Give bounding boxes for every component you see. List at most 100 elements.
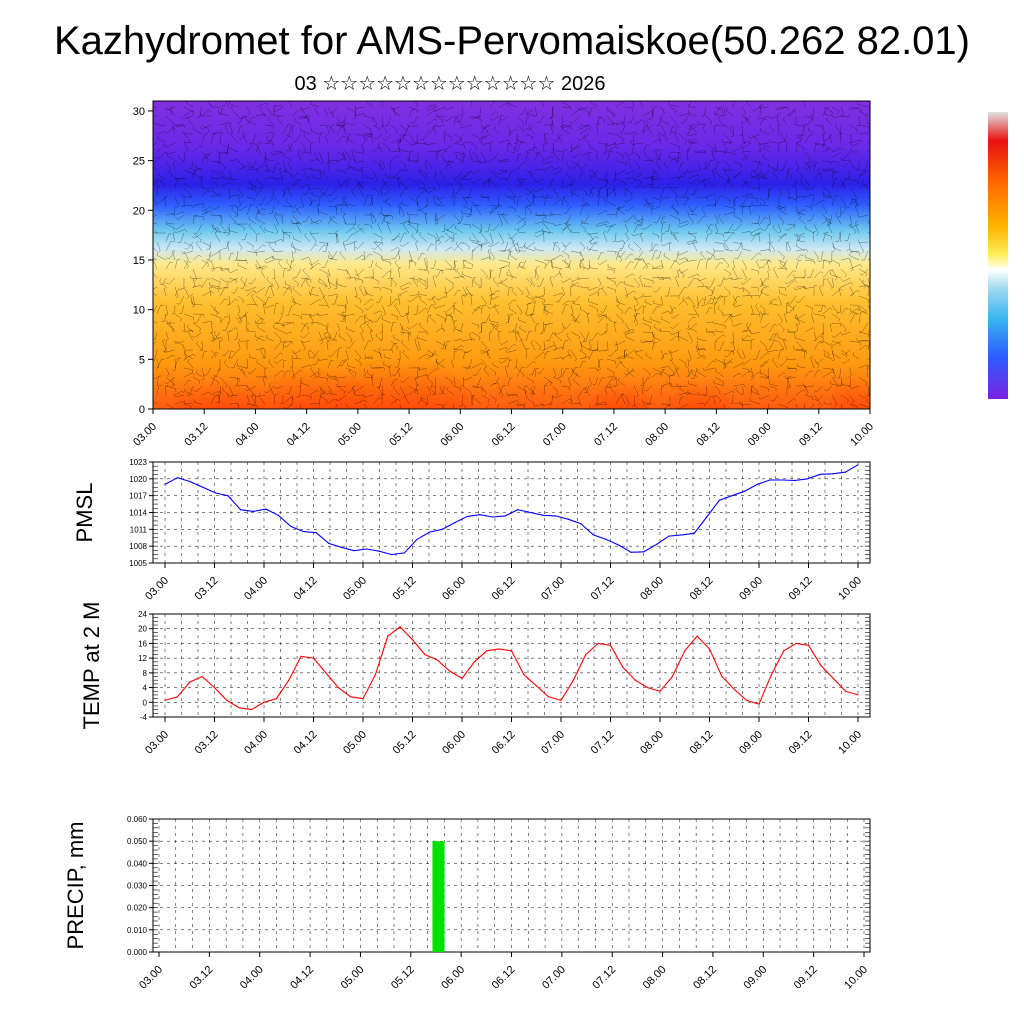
data-point: [366, 548, 368, 550]
x-tick-label: 08.12: [695, 421, 723, 449]
warm-core: [175, 379, 265, 409]
data-point: [479, 514, 481, 516]
data-point: [572, 679, 574, 681]
x-tick-label: 05.12: [387, 421, 415, 449]
precipitation-panel: 0.000 0.010 0.020 0.030 0.040 0.050 0.060 03.00…: [63, 815, 871, 992]
data-point: [807, 644, 810, 646]
x-tick-label: 07.12: [589, 575, 617, 603]
data-point: [350, 696, 352, 698]
data-point: [567, 518, 569, 520]
data-point: [164, 483, 166, 486]
data-point: [523, 674, 525, 676]
page-title: Kazhydromet for AMS-Pervomaiskoe(50.262 …: [54, 19, 970, 63]
data-point: [227, 495, 229, 497]
data-point: [416, 538, 418, 541]
x-tick-label: 07.00: [540, 964, 568, 992]
data-point: [411, 639, 414, 641]
x-tick-label: 08.12: [688, 729, 716, 757]
y-tick-label: 1017: [129, 492, 147, 501]
x-tick-label: 03.00: [143, 729, 171, 757]
data-point: [252, 510, 254, 512]
x-tick-label: 04.12: [292, 729, 320, 757]
y-tick-label: 0.060: [127, 815, 148, 824]
x-tick-label: 05.00: [341, 729, 369, 757]
y-axis-label: PMSL: [72, 483, 97, 543]
data-point: [758, 703, 760, 705]
data-point: [429, 531, 431, 533]
x-tick-label: 09.12: [787, 729, 815, 757]
data-point: [783, 650, 785, 652]
y-tick-label: 0.010: [127, 926, 148, 935]
y-tick-label: 0.000: [127, 948, 148, 957]
data-point: [240, 509, 242, 511]
x-tick-label: 05.00: [336, 421, 364, 449]
x-tick-label: 05.12: [391, 575, 419, 603]
data-point: [498, 648, 500, 650]
data-point: [643, 551, 645, 553]
x-tick-label: 08.00: [638, 729, 666, 757]
data-point: [362, 698, 364, 700]
data-point: [832, 473, 834, 475]
x-tick-label: 05.00: [339, 964, 367, 992]
data-point: [473, 661, 475, 663]
y-tick-label: 4: [143, 684, 148, 693]
x-tick-label: 03.12: [193, 729, 221, 757]
data-point: [857, 464, 859, 466]
data-point: [315, 532, 317, 534]
data-point: [391, 553, 393, 556]
warm-core: [670, 379, 730, 409]
x-tick-label: 05.12: [391, 729, 419, 757]
data-point: [213, 686, 216, 689]
data-point: [403, 552, 405, 554]
data-point: [492, 516, 494, 518]
x-tick-label: 06.12: [490, 964, 518, 992]
data-point: [486, 650, 488, 652]
x-tick-label: 04.12: [292, 575, 320, 603]
data-point: [605, 538, 607, 541]
pmsl-panel: 1005 1008 1011 1014 1017 1020 1023 03.00 03.12 04…: [72, 458, 871, 603]
data-point: [681, 534, 683, 536]
x-tick-label: 09.12: [787, 575, 815, 603]
cross-section-panel: 0 5 10 15 20 25 30 03.00 03.12 04.00 04.12 05.00 05.…: [131, 100, 876, 449]
data-point: [290, 525, 292, 528]
x-tick-label: 06.00: [440, 575, 468, 603]
data-point: [819, 473, 821, 475]
x-tick-label: 08.12: [691, 964, 719, 992]
data-point: [706, 516, 708, 518]
series-line: [164, 464, 859, 556]
y-tick-label: 0.020: [127, 904, 148, 913]
data-point: [337, 686, 339, 689]
x-tick-label: 04.00: [238, 964, 266, 992]
x-tick-label: 09.12: [792, 964, 820, 992]
x-tick-label: 06.00: [439, 964, 467, 992]
data-point: [844, 471, 847, 473]
x-tick-label: 07.12: [592, 421, 620, 449]
data-point: [684, 650, 686, 652]
y-tick-label: 12: [138, 654, 147, 663]
data-point: [693, 532, 695, 534]
data-point: [436, 659, 438, 661]
data-point: [238, 707, 240, 709]
x-tick-label: 07.12: [589, 729, 617, 757]
y-tick-label: 5: [139, 354, 145, 366]
data-point: [353, 550, 355, 552]
data-point: [671, 675, 673, 678]
x-tick-label: 03.12: [182, 421, 210, 449]
x-tick-label: 03.00: [137, 964, 165, 992]
warm-core: [590, 379, 650, 409]
data-point: [466, 515, 468, 518]
y-tick-label: 24: [138, 610, 147, 619]
data-point: [288, 679, 290, 681]
data-point: [263, 701, 265, 703]
y-tick-label: 25: [133, 156, 145, 168]
data-point: [718, 499, 721, 501]
x-tick-label: 04.00: [242, 575, 270, 603]
data-point: [277, 514, 279, 516]
y-tick-label: 0.030: [127, 882, 148, 891]
data-point: [176, 696, 178, 698]
data-point: [325, 672, 327, 674]
y-tick-label: 0.040: [127, 859, 148, 868]
series-line: [164, 626, 859, 711]
data-point: [275, 698, 277, 700]
